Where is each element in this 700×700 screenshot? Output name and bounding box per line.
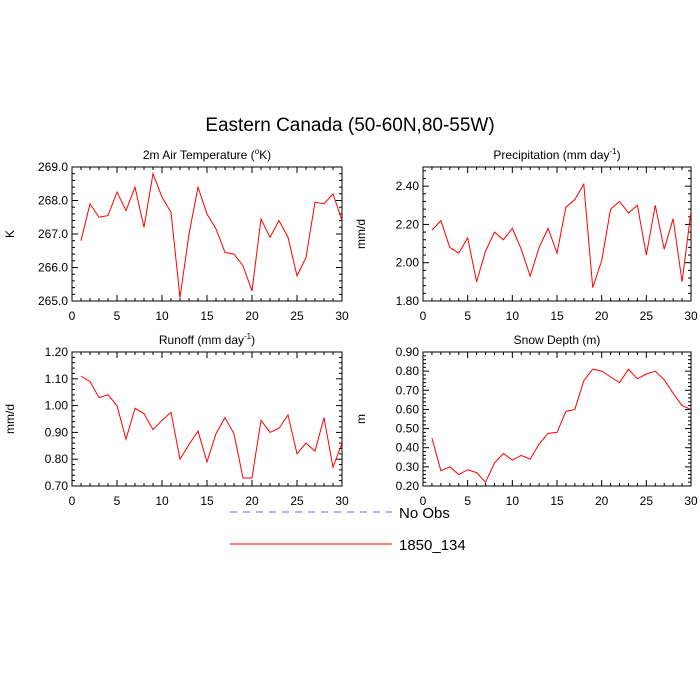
- x-tick-label: 25: [290, 309, 304, 323]
- y-axis-label: mm/d: [354, 219, 368, 249]
- x-tick-label: 30: [335, 309, 349, 323]
- x-tick-label: 10: [506, 494, 520, 508]
- x-tick-label: 0: [69, 309, 76, 323]
- plot-frame: [72, 352, 342, 486]
- x-tick-label: 20: [595, 309, 609, 323]
- legend-label-1850-134: 1850_134: [399, 537, 466, 554]
- x-tick-label: 10: [155, 309, 169, 323]
- x-tick-label: 20: [245, 494, 259, 508]
- y-tick-label: 0.30: [396, 460, 420, 474]
- y-axis-label: mm/d: [3, 404, 17, 434]
- panel-title: 2m Air Temperature (oK): [143, 147, 271, 162]
- figure-canvas: Eastern Canada (50-60N,80-55W) 2m Air Te…: [0, 0, 700, 700]
- x-tick-label: 20: [245, 309, 259, 323]
- x-tick-label: 30: [684, 494, 698, 508]
- panel-2: Precipitation (mm day-1) 0 5 10 15 20 25 30 1.80…: [354, 147, 698, 323]
- y-tick-label: 1.00: [45, 399, 69, 413]
- y-tick-label: 0.50: [396, 422, 420, 436]
- x-tick-label: 5: [464, 494, 471, 508]
- y-tick-label: 265.0: [38, 294, 68, 308]
- x-tick-label: 10: [155, 494, 169, 508]
- y-tick-label: 0.60: [396, 402, 420, 416]
- y-tick-label: 0.80: [396, 364, 420, 378]
- x-tick-label: 5: [464, 309, 471, 323]
- panel-title: Runoff (mm day-1): [159, 332, 255, 347]
- y-tick-label: 268.0: [38, 194, 68, 208]
- panels: 2m Air Temperature (oK) 0 5 10 15 20 25 30 265.0…: [3, 147, 698, 508]
- y-tick-label: 267.0: [38, 227, 68, 241]
- x-tick-label: 0: [69, 494, 76, 508]
- legend-label-no-obs: No Obs: [399, 505, 450, 522]
- x-tick-label: 20: [595, 494, 609, 508]
- y-tick-label: 0.70: [396, 383, 420, 397]
- y-axis-label: m: [354, 414, 368, 424]
- series-line-1850-134: [81, 376, 342, 478]
- x-tick-label: 25: [640, 309, 654, 323]
- x-tick-label: 30: [684, 309, 698, 323]
- panel-title: Snow Depth (m): [514, 333, 601, 347]
- x-tick-label: 15: [550, 309, 564, 323]
- y-tick-label: 1.20: [45, 345, 69, 359]
- x-tick-label: 15: [200, 494, 214, 508]
- series-line-1850-134: [432, 184, 691, 287]
- x-tick-label: 25: [290, 494, 304, 508]
- panel-4: Snow Depth (m)0 5 10 15 20 25 300.200.300.400.…: [354, 333, 698, 508]
- x-tick-label: 0: [420, 309, 427, 323]
- panel-1: 2m Air Temperature (oK) 0 5 10 15 20 25 30 265.0…: [3, 147, 349, 323]
- x-tick-label: 10: [506, 309, 520, 323]
- y-tick-label: 1.80: [396, 294, 420, 308]
- figure-title: Eastern Canada (50-60N,80-55W): [205, 115, 494, 136]
- plot-frame: [72, 167, 342, 301]
- legend: No Obs 1850_134: [230, 505, 466, 554]
- y-axis-label: K: [3, 230, 17, 238]
- y-tick-label: 0.40: [396, 441, 420, 455]
- y-tick-label: 0.20: [396, 479, 420, 493]
- x-tick-label: 5: [114, 494, 121, 508]
- y-tick-label: 266.0: [38, 261, 68, 275]
- x-tick-label: 15: [200, 309, 214, 323]
- plot-frame: [423, 167, 691, 301]
- y-tick-label: 2.20: [396, 217, 420, 231]
- y-tick-label: 2.40: [396, 179, 420, 193]
- x-tick-label: 15: [550, 494, 564, 508]
- y-tick-label: 0.90: [45, 425, 69, 439]
- y-tick-label: 0.90: [396, 345, 420, 359]
- x-tick-label: 5: [114, 309, 121, 323]
- y-tick-label: 269.0: [38, 160, 68, 174]
- y-tick-label: 0.80: [45, 452, 69, 466]
- panel-title: Precipitation (mm day-1): [493, 147, 620, 162]
- series-line-1850-134: [432, 369, 691, 482]
- x-tick-label: 25: [640, 494, 654, 508]
- panel-3: Runoff (mm day-1) 0 5 10 15 20 25 30 0.70 0.80 0.9…: [3, 332, 349, 508]
- y-tick-label: 1.10: [45, 372, 69, 386]
- y-tick-label: 2.00: [396, 256, 420, 270]
- series-line-1850-134: [81, 174, 342, 298]
- x-tick-label: 30: [335, 494, 349, 508]
- y-tick-label: 0.70: [45, 479, 69, 493]
